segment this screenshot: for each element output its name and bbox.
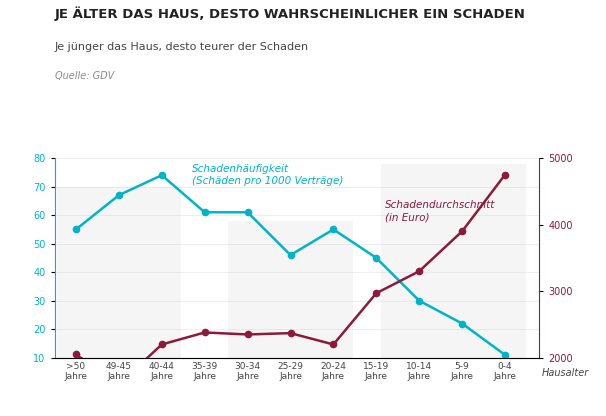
Text: Je jünger das Haus, desto teurer der Schaden: Je jünger das Haus, desto teurer der Sch… <box>55 42 308 52</box>
Text: Schadenhäufigkeit
(Schäden pro 1000 Verträge): Schadenhäufigkeit (Schäden pro 1000 Vert… <box>192 164 343 186</box>
Bar <box>228 221 353 358</box>
Text: Quelle: GDV: Quelle: GDV <box>55 71 114 81</box>
Text: Schadendurchschnitt
(in Euro): Schadendurchschnitt (in Euro) <box>385 200 495 223</box>
Text: JE ÄLTER DAS HAUS, DESTO WAHRSCHEINLICHER EIN SCHADEN: JE ÄLTER DAS HAUS, DESTO WAHRSCHEINLICHE… <box>55 6 525 21</box>
Bar <box>381 164 527 358</box>
Bar <box>57 187 181 358</box>
Text: Hausalter: Hausalter <box>542 368 589 378</box>
